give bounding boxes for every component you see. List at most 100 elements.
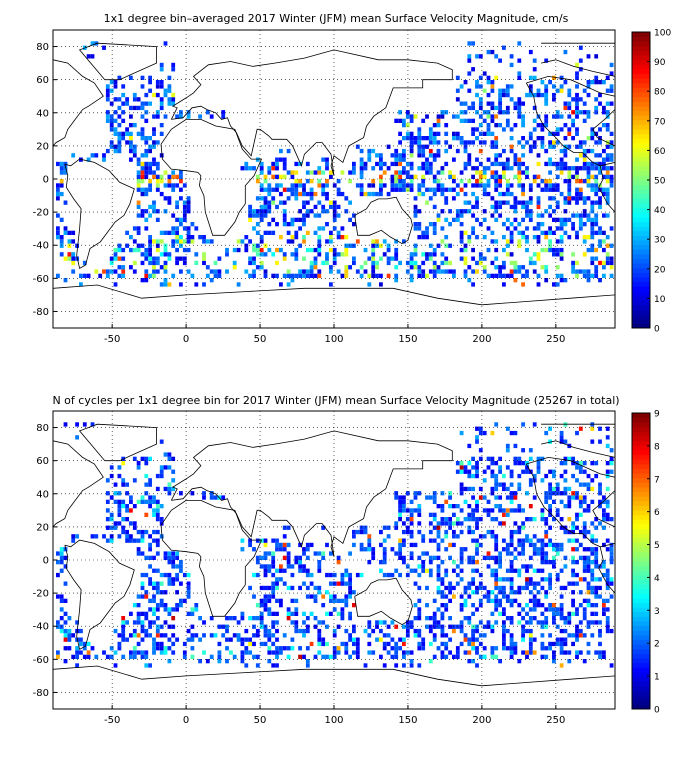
data-cell [432, 512, 437, 517]
data-cell [552, 486, 556, 492]
data-cell [440, 628, 445, 634]
data-cell [140, 637, 145, 642]
data-cell [436, 547, 441, 552]
data-cell [405, 269, 410, 274]
colorbar-segment [632, 699, 650, 705]
data-cell [421, 118, 426, 123]
data-cell [140, 551, 145, 556]
data-cell [329, 230, 333, 235]
data-cell [586, 92, 591, 98]
data-cell [544, 430, 549, 436]
data-cell [279, 547, 283, 552]
colorbar-tick-label: 100 [654, 29, 671, 39]
data-cell [259, 183, 264, 188]
data-cell [571, 265, 575, 270]
data-cell [286, 585, 291, 591]
data-cell [594, 538, 599, 543]
data-cell [305, 209, 310, 214]
data-cell [448, 495, 452, 500]
data-cell [490, 517, 495, 522]
data-cell [552, 84, 556, 89]
data-cell [263, 572, 268, 578]
data-cell [317, 650, 322, 655]
data-cell [359, 157, 364, 162]
data-cell [555, 166, 560, 171]
data-cell [294, 170, 299, 175]
data-cell [475, 84, 479, 89]
data-cell [417, 641, 422, 647]
data-cell [302, 620, 306, 625]
data-cell [582, 110, 587, 115]
data-cell [409, 136, 414, 141]
data-cell [244, 235, 249, 240]
data-cell [444, 633, 449, 638]
data-cell [532, 422, 537, 427]
data-cell [598, 243, 602, 248]
data-cell [336, 598, 341, 603]
data-cell [471, 633, 475, 638]
data-cell [136, 594, 141, 599]
panel-cycles: N of cycles per 1x1 degree bin for 2017 … [33, 394, 660, 726]
data-cell [602, 650, 606, 655]
data-cell [317, 239, 322, 244]
data-cell [232, 654, 237, 659]
data-cell [271, 581, 276, 586]
data-cell [528, 448, 533, 453]
data-cell [459, 624, 464, 629]
data-cell [486, 114, 491, 119]
colorbar-segment [632, 413, 650, 419]
data-cell [571, 560, 575, 565]
data-cell [548, 603, 552, 608]
data-cell [309, 187, 314, 192]
data-cell [394, 568, 399, 573]
data-cell [478, 620, 483, 625]
data-cell [521, 114, 525, 119]
data-cell [352, 590, 356, 595]
data-cell [132, 504, 137, 509]
data-cell [398, 517, 402, 522]
data-cell [355, 269, 360, 274]
data-cell [121, 136, 126, 141]
data-cell [140, 187, 145, 192]
data-cell [509, 97, 514, 102]
data-cell [255, 572, 260, 578]
data-cell [482, 555, 487, 560]
data-cell [421, 551, 426, 556]
data-cell [482, 265, 487, 270]
chart-title: N of cycles per 1x1 degree bin for 2017 … [52, 394, 619, 407]
data-cell [563, 179, 568, 184]
data-cell [459, 222, 464, 227]
data-cell [544, 187, 549, 192]
data-cell [517, 620, 522, 625]
data-cell [436, 131, 441, 136]
data-cell [478, 448, 483, 453]
data-cell [305, 646, 310, 651]
data-cell [248, 256, 252, 261]
data-cell [344, 269, 349, 274]
colorbar-segment [632, 129, 650, 135]
data-cell [555, 273, 560, 278]
data-cell [155, 551, 160, 556]
colorbar-segment [632, 138, 650, 144]
data-cell [144, 654, 149, 659]
data-cell [167, 252, 172, 257]
data-cell [605, 170, 610, 175]
data-cell [421, 230, 426, 235]
data-cell [105, 118, 110, 123]
data-cell [540, 187, 545, 192]
data-cell [163, 551, 168, 556]
data-cell [275, 187, 279, 192]
data-cell [467, 486, 472, 492]
data-cell [294, 196, 299, 201]
data-cell [521, 235, 525, 240]
data-cell [582, 495, 587, 500]
data-cell [498, 551, 502, 556]
data-cell [498, 123, 502, 128]
data-cell [598, 620, 602, 625]
data-cell [113, 97, 118, 102]
data-cell [159, 97, 164, 102]
data-cell [598, 594, 602, 599]
data-cell [317, 628, 322, 634]
data-cell [398, 131, 402, 136]
data-cell [490, 456, 495, 461]
